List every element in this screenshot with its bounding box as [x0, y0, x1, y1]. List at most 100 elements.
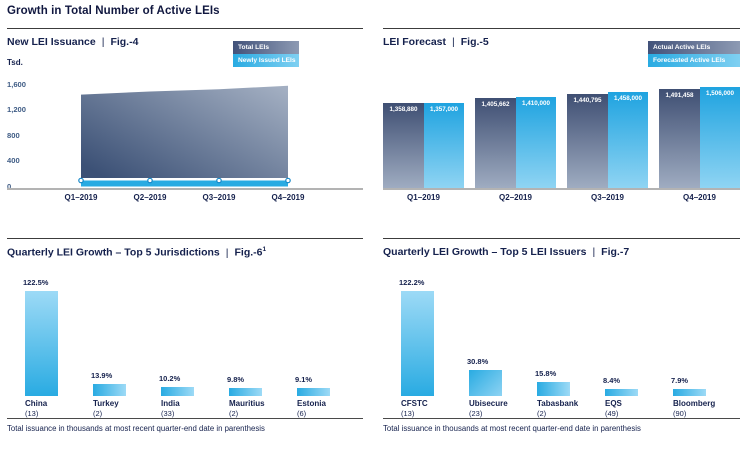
fig4-y-tick-label: 1,600 [7, 80, 27, 89]
fig6-percent-label: 13.9% [91, 371, 113, 381]
fig5-x-tick-label: Q2–2019 [499, 193, 532, 202]
fig5-x-axis-line [383, 188, 740, 190]
fig7-bar-tabasbank [537, 382, 570, 396]
fig7-percent-label: 122.2% [399, 278, 425, 288]
fig5-title: LEI Forecast | Fig.-5 [383, 36, 489, 48]
fig5-actual-bar-value: 1,440,795 [573, 97, 602, 105]
fig6-category-label: China [25, 399, 48, 408]
fig4-legend: Total LEIs Newly Issued LEIs [233, 41, 299, 67]
fig5-x-tick-label: Q4–2019 [683, 193, 716, 202]
title-separator: | [225, 246, 229, 259]
fig6-fig-label: Fig.-6 [234, 246, 263, 259]
title-separator: | [592, 246, 596, 258]
fig7-category-label: Tabasbank [537, 399, 579, 408]
fig5-actual-bar-1: 1,358,880 [383, 102, 424, 188]
fig7-issuance-label: (90) [673, 409, 687, 418]
newly-issued-data-point-marker [285, 177, 291, 184]
fig7-bar-ubisecure [469, 369, 502, 396]
fig6-title-text: Quarterly LEI Growth – Top 5 Jurisdictio… [7, 246, 220, 259]
fig5-plot-area: 1,358,880 1,357,000 Q1–2019 1,405,662 1,410,… [383, 29, 740, 239]
fig5-forecast-bar-value: 1,410,000 [521, 100, 550, 108]
fig7-plot-area: 122.2% CFSTC (13) 30.8% Ubisecure (23) 15.8% Ta… [383, 239, 740, 465]
fig6-percent-label: 10.2% [159, 374, 181, 384]
fig6-issuance-label: (13) [25, 409, 39, 418]
fig6-title: Quarterly LEI Growth – Top 5 Jurisdictio… [7, 246, 266, 259]
fig7-bar-eqs [605, 388, 638, 396]
fig4-y-tick-label: 0 [7, 181, 12, 191]
fig6-percent-label: 122.5% [23, 278, 49, 288]
fig6-category-label: India [161, 399, 180, 408]
fig6-footnote: Total issuance in thousands at most rece… [7, 424, 265, 433]
fig4-x-tick-label: Q2–2019 [133, 193, 167, 202]
fig7-footer-rule [383, 418, 740, 419]
fig6-footer-rule [7, 418, 363, 419]
fig5-fig-label: Fig.-5 [460, 36, 489, 48]
fig5-actual-bar-2: 1,405,662 [475, 97, 516, 188]
fig4-plot-area: 1,600 1,200 800 400 0 Q1–2019 Q2–2019 Q3–2019 Q4… [7, 29, 363, 239]
title-separator: | [101, 36, 105, 48]
legend-total-leis: Total LEIs [233, 41, 299, 54]
fig7-issuance-label: (49) [605, 409, 619, 418]
fig5-forecast-bar-value: 1,357,000 [429, 106, 458, 114]
total-leis-area-shape [81, 85, 288, 178]
newly-issued-data-point-marker [78, 177, 84, 184]
newly-issued-data-point-marker [147, 177, 153, 184]
fig5-forecast-bar-2: 1,410,000 [516, 97, 556, 188]
fig7-percent-label: 15.8% [535, 369, 557, 379]
fig6-category-label: Turkey [93, 399, 119, 408]
fig4-unit-label: Tsd. [7, 58, 23, 67]
fig5-x-tick-label: Q3–2019 [591, 193, 624, 202]
fig6-bar-estonia [297, 388, 330, 396]
legend-forecasted-active-leis: Forecasted Active LEIs [648, 54, 740, 67]
fig5-x-tick-label: Q1–2019 [407, 193, 440, 202]
fig5-forecast-bar-value: 1,506,000 [705, 90, 734, 98]
newly-issued-leis-band [81, 180, 288, 187]
fig6-category-label: Estonia [297, 399, 326, 408]
fig5-actual-bar-4: 1,491,458 [659, 88, 700, 188]
fig6-category-label: Mauritius [229, 399, 265, 408]
fig6-issuance-label: (2) [229, 409, 239, 418]
fig7-bar-cfstc [401, 291, 434, 396]
fig6-bar-turkey [93, 384, 126, 396]
fig4-fig-label: Fig.-4 [110, 36, 139, 48]
fig6-plot-area: 122.5% China (13) 13.9% Turkey (2) 10.2% India(… [7, 239, 363, 465]
fig6-percent-label: 9.8% [227, 374, 245, 384]
fig6-issuance-label: (33) [161, 409, 175, 418]
fig5-forecast-bar-1: 1,357,000 [424, 103, 464, 188]
fig7-issuance-label: (23) [469, 409, 483, 418]
fig4-x-tick-label: Q3–2019 [202, 193, 236, 202]
fig5-forecast-bar-4: 1,506,000 [700, 87, 740, 188]
fig6-issuance-label: (6) [297, 409, 307, 418]
fig4-title: New LEI Issuance | Fig.-4 [7, 36, 138, 48]
fig5-lei-forecast-section: LEI Forecast | Fig.-5 Actual Active LEIs F… [383, 28, 740, 239]
fig7-issuance-label: (13) [401, 409, 415, 418]
fig6-footnote-marker: 1 [262, 246, 267, 253]
fig7-footnote: Total issuance in thousands at most rece… [383, 424, 641, 433]
fig7-top5-lei-issuers-section: Quarterly LEI Growth – Top 5 LEI Issuers… [383, 238, 740, 465]
fig6-bar-mauritius [229, 387, 262, 396]
fig6-bar-india [161, 387, 194, 396]
fig5-actual-bar-value: 1,491,458 [665, 91, 694, 99]
fig4-x-axis-line [7, 188, 363, 190]
fig4-y-tick-label: 400 [7, 156, 20, 166]
fig4-area-svg [78, 85, 291, 187]
fig7-percent-label: 7.9% [671, 376, 689, 386]
title-separator: | [452, 36, 455, 48]
legend-newly-issued-leis: Newly Issued LEIs [233, 54, 299, 67]
fig5-title-text: LEI Forecast [383, 36, 447, 48]
fig7-category-label: Bloomberg [673, 399, 716, 408]
fig4-x-tick-label: Q4–2019 [271, 193, 305, 202]
page-title: Growth in Total Number of Active LEIs [7, 5, 220, 17]
fig7-category-label: CFSTC [401, 399, 428, 408]
newly-issued-data-point-marker [216, 177, 222, 184]
fig4-y-tick-label: 800 [7, 130, 20, 140]
fig7-bar-bloomberg [673, 389, 706, 396]
fig6-issuance-label: (2) [93, 409, 103, 418]
fig7-category-label: Ubisecure [469, 399, 508, 408]
fig5-actual-bar-value: 1,358,880 [389, 105, 418, 113]
fig7-percent-label: 8.4% [603, 375, 621, 385]
fig7-fig-label: Fig.-7 [601, 246, 630, 258]
fig5-actual-bar-3: 1,440,795 [567, 94, 608, 188]
fig4-title-text: New LEI Issuance [7, 36, 96, 48]
fig4-new-lei-issuance-section: New LEI Issuance | Fig.-4 Tsd. Total LEIs … [7, 28, 363, 239]
